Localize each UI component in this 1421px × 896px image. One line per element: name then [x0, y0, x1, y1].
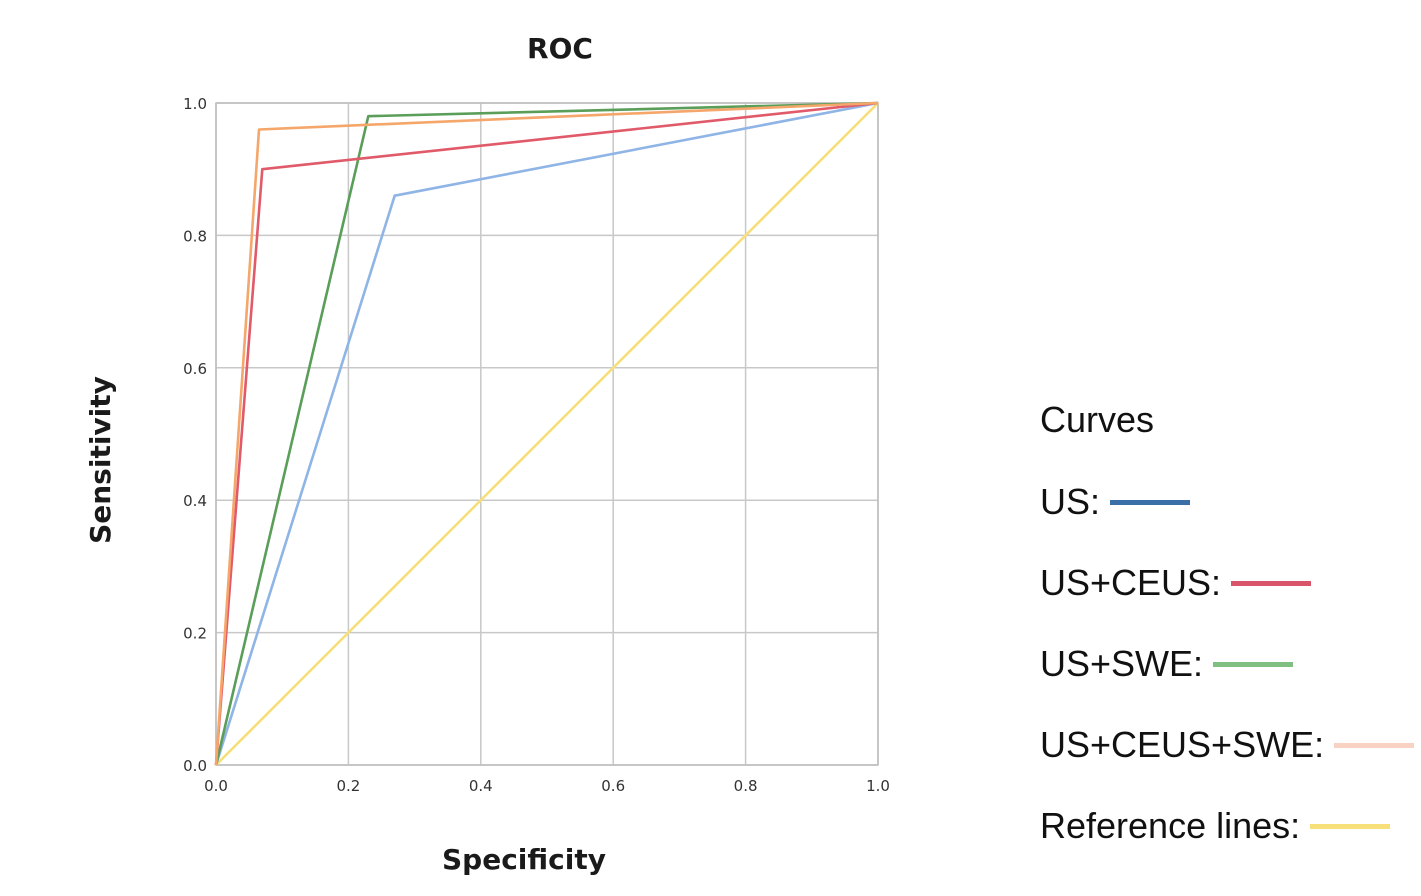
x-tick-label: 0.0 [204, 777, 228, 795]
y-tick-label: 0.0 [183, 757, 207, 775]
series-line-1 [214, 101, 879, 766]
legend: Curves US: US+CEUS: US+SWE: US+CEUS+SWE: Ref… [1040, 400, 1420, 887]
legend-label: US+CEUS+SWE: [1040, 724, 1325, 765]
series-line-4 [215, 102, 879, 766]
legend-item: US+CEUS+SWE: [1040, 724, 1420, 765]
x-tick-label: 1.0 [866, 777, 890, 795]
x-tick-label: 0.8 [734, 777, 758, 795]
x-tick-label: 0.6 [601, 777, 625, 795]
series-line-2 [214, 101, 879, 766]
y-axis-label: Sensitivity [84, 376, 117, 544]
x-tick-labels: 0.0 0.2 0.4 0.6 0.8 1.0 [204, 777, 890, 795]
y-tick-label: 0.6 [183, 360, 207, 378]
y-tick-labels: 0.0 0.2 0.4 0.6 0.8 1.0 [183, 95, 207, 775]
legend-label: Reference lines: [1040, 805, 1301, 846]
legend-swatch [1213, 661, 1294, 667]
x-axis-label: Specificity [442, 843, 606, 876]
series-line-3 [214, 101, 879, 766]
legend-swatch [1231, 580, 1312, 586]
chart-title: ROC [527, 32, 593, 65]
legend-item: US: [1040, 481, 1420, 522]
grid [215, 102, 879, 766]
legend-title: Curves [1040, 399, 1155, 440]
legend-swatch [1310, 823, 1391, 829]
y-tick-label: 0.4 [183, 492, 207, 510]
legend-label: US+CEUS: [1040, 562, 1222, 603]
series-line-0 [214, 101, 879, 766]
y-tick-label: 0.2 [183, 625, 207, 643]
y-tick-label: 1.0 [183, 95, 207, 113]
series-lines [214, 101, 879, 766]
legend-items: US: US+CEUS: US+SWE: US+CEUS+SWE: Reference … [1040, 481, 1420, 846]
x-tick-label: 0.4 [469, 777, 493, 795]
legend-item: US+SWE: [1040, 643, 1420, 684]
legend-swatch [1110, 499, 1191, 505]
legend-item: US+CEUS: [1040, 562, 1420, 603]
legend-label: US+SWE: [1040, 643, 1204, 684]
y-tick-label: 0.8 [183, 227, 207, 245]
plot-frame [215, 102, 879, 766]
x-tick-label: 0.2 [336, 777, 360, 795]
legend-swatch [1334, 742, 1415, 748]
legend-item: Reference lines: [1040, 805, 1420, 846]
legend-label: US: [1040, 481, 1101, 522]
